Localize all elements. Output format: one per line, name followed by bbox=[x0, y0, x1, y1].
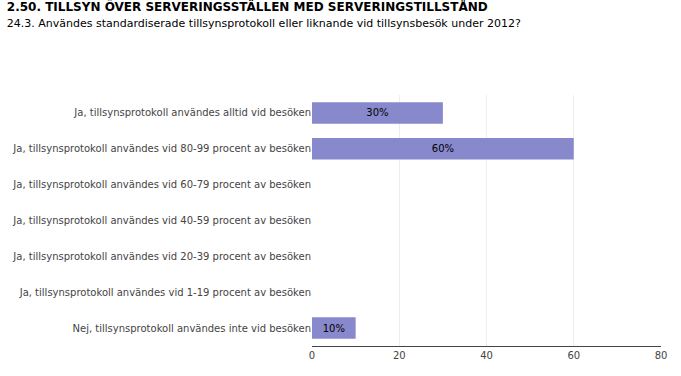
svg-text:Nej, tillsynsprotokoll använde: Nej, tillsynsprotokoll användes inte vid… bbox=[73, 323, 311, 334]
svg-text:10%: 10% bbox=[323, 323, 345, 334]
svg-text:Ja, tillsynsprotokoll användes: Ja, tillsynsprotokoll användes vid 20-39… bbox=[12, 251, 311, 262]
svg-text:20: 20 bbox=[393, 350, 406, 361]
svg-text:Ja, tillsynsprotokoll användes: Ja, tillsynsprotokoll användes vid 80-99… bbox=[12, 143, 311, 154]
svg-text:2.50. TILLSYN ÖVER SERVERINGSS: 2.50. TILLSYN ÖVER SERVERINGSSTÄLLEN MED… bbox=[7, 0, 521, 30]
svg-text:60: 60 bbox=[567, 350, 580, 361]
svg-text:0: 0 bbox=[309, 350, 315, 361]
svg-text:30%: 30% bbox=[366, 107, 388, 118]
svg-text:Ja, tillsynsprotokoll användes: Ja, tillsynsprotokoll användes alltid vi… bbox=[73, 107, 311, 118]
svg-text:Ja, tillsynsprotokoll användes: Ja, tillsynsprotokoll användes vid 60-79… bbox=[12, 179, 311, 190]
svg-text:Ja, tillsynsprotokoll användes: Ja, tillsynsprotokoll användes vid 1-19 … bbox=[19, 287, 311, 298]
svg-text:80: 80 bbox=[655, 350, 668, 361]
svg-text:40: 40 bbox=[480, 350, 493, 361]
svg-text:Ja, tillsynsprotokoll användes: Ja, tillsynsprotokoll användes vid 40-59… bbox=[12, 215, 311, 226]
svg-text:60%: 60% bbox=[432, 143, 454, 154]
